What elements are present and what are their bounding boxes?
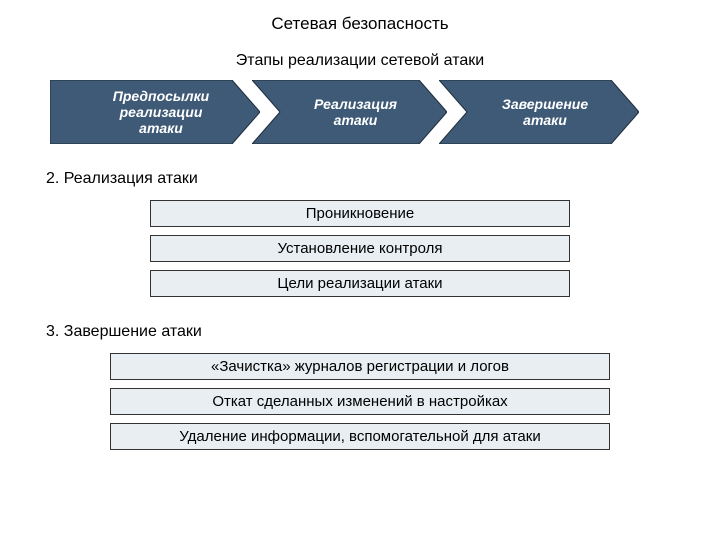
stage-arrow-label: Предпосылкиреализацииатаки: [91, 88, 219, 136]
stages-arrow-diagram: Предпосылкиреализацииатаки Реализацияата…: [50, 80, 680, 144]
section-3-list: «Зачистка» журналов регистрации и логов …: [40, 353, 680, 450]
section-3-heading: 3. Завершение атаки: [46, 323, 680, 341]
page: Сетевая безопасность Этапы реализации се…: [0, 0, 720, 540]
list-item: Откат сделанных изменений в настройках: [110, 388, 610, 415]
list-item: Удаление информации, вспомогательной для…: [110, 423, 610, 450]
page-title: Сетевая безопасность: [40, 14, 680, 34]
list-item: «Зачистка» журналов регистрации и логов: [110, 353, 610, 380]
stage-arrow-3: Завершениеатаки: [439, 80, 639, 144]
page-subtitle: Этапы реализации сетевой атаки: [40, 52, 680, 70]
section-2-heading: 2. Реализация атаки: [46, 170, 680, 188]
section-2-list: Проникновение Установление контроля Цели…: [40, 200, 680, 297]
list-item: Цели реализации атаки: [150, 270, 570, 297]
stage-arrow-label: Завершениеатаки: [480, 96, 598, 128]
stage-arrow-1: Предпосылкиреализацииатаки: [50, 80, 260, 144]
list-item: Проникновение: [150, 200, 570, 227]
stage-arrow-label: Реализацияатаки: [292, 96, 407, 128]
stage-arrow-2: Реализацияатаки: [252, 80, 447, 144]
list-item: Установление контроля: [150, 235, 570, 262]
